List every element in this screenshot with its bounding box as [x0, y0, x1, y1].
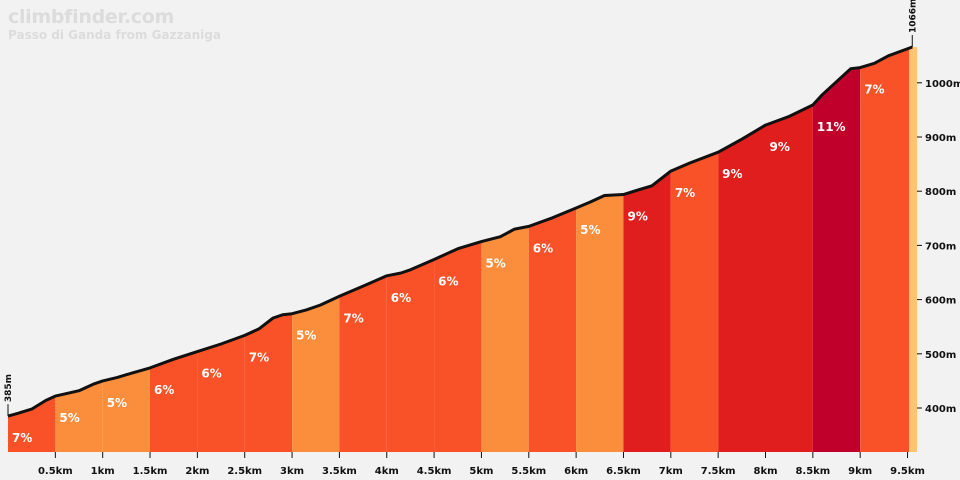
x-tick-label: 5km: [469, 466, 493, 477]
gradient-label-16: 9%: [722, 167, 742, 181]
gradient-label-3: 5%: [107, 396, 127, 410]
gradient-label-18: 11%: [817, 120, 846, 134]
chart-header: climbfinder.com Passo di Ganda from Gazz…: [8, 6, 221, 42]
start-elevation-label: 385m: [4, 374, 14, 402]
gradient-segment-18: [812, 67, 861, 452]
gradient-segment-7: [292, 296, 340, 452]
x-tick-label: 2km: [185, 466, 209, 477]
gradient-segment-8: [339, 275, 387, 452]
x-tick-label: 1km: [91, 466, 115, 477]
chart-subtitle: Passo di Ganda from Gazzaniga: [8, 28, 221, 42]
x-tick-label: 2.5km: [227, 466, 262, 477]
gradient-label-13: 5%: [580, 223, 600, 237]
y-tick-label: 500m: [925, 350, 956, 361]
x-tick-label: 4.5km: [417, 466, 452, 477]
gradient-segment-6: [244, 313, 293, 452]
gradient-label-19: 7%: [864, 83, 884, 97]
gradient-label-17: 9%: [770, 140, 790, 154]
gradient-segment-5: [197, 335, 245, 452]
y-tick-label: 1000m: [925, 79, 960, 90]
gradient-label-7: 5%: [296, 329, 316, 343]
gradient-segment-19: [860, 47, 913, 452]
gradient-label-1: 7%: [12, 431, 32, 445]
x-tick-label: 0.5km: [38, 466, 73, 477]
gradient-segment-9: [386, 259, 435, 452]
gradient-labels: 7% 5% 5% 6% 6% 7% 5% 7% 6% 6% 5% 6% 5% 9% 7% 9% 9% 11% 7%: [12, 83, 885, 446]
x-tick-label: 3km: [280, 466, 304, 477]
x-tick-label: 4km: [375, 466, 399, 477]
elevation-axis-bar: [909, 47, 917, 452]
x-tick-label: 7.5km: [701, 466, 736, 477]
gradient-segment-1: [8, 396, 56, 452]
gradient-segment-4: [150, 351, 198, 452]
gradient-segments: [8, 47, 913, 452]
gradient-label-9: 6%: [391, 291, 411, 305]
x-tick-label: 7km: [659, 466, 683, 477]
gradient-label-4: 6%: [154, 383, 174, 397]
x-tick-label: 5.5km: [511, 466, 546, 477]
elevation-end-labels: 385m 1066m: [4, 0, 918, 417]
y-tick-label: 900m: [925, 133, 956, 144]
x-tick-label: 9km: [848, 466, 872, 477]
x-axis-ticks: 0.5km 1km 1.5km 2km 2.5km 3km 3.5km 4km 4.5km 5km…: [38, 452, 925, 477]
y-tick-label: 600m: [925, 296, 956, 307]
gradient-label-14: 9%: [627, 209, 647, 223]
y-tick-label: 800m: [925, 187, 956, 198]
x-tick-label: 6.5km: [606, 466, 641, 477]
gradient-segment-2: [55, 380, 103, 452]
x-tick-label: 8km: [753, 466, 777, 477]
end-elevation-label: 1066m: [908, 0, 918, 33]
profile-outline: [7, 45, 913, 418]
y-tick-label: 400m: [925, 404, 956, 415]
gradient-label-8: 7%: [343, 311, 363, 325]
gradient-label-15: 7%: [675, 186, 695, 200]
gradient-label-12: 6%: [533, 241, 553, 255]
x-tick-label: 3.5km: [322, 466, 357, 477]
gradient-segment-17: [765, 105, 813, 452]
y-axis-ticks: 400m 500m 600m 700m 800m 900m 1000m: [917, 79, 960, 415]
x-tick-label: 8.5km: [795, 466, 830, 477]
gradient-segment-16: [718, 125, 766, 452]
x-tick-label: 6km: [564, 466, 588, 477]
gradient-segment-13: [576, 194, 624, 452]
profile-line: [7, 45, 913, 418]
x-tick-label: 9.5km: [890, 466, 925, 477]
gradient-segment-3: [102, 367, 150, 452]
gradient-segment-10: [434, 241, 482, 452]
gradient-label-5: 6%: [201, 367, 221, 381]
elevation-scale-bar: [909, 47, 917, 452]
gradient-segment-14: [623, 171, 671, 452]
gradient-segment-15: [670, 152, 719, 452]
gradient-label-2: 5%: [59, 411, 79, 425]
brand-logo-text: climbfinder.com: [8, 6, 174, 28]
gradient-label-6: 7%: [249, 350, 269, 364]
y-tick-label: 700m: [925, 241, 956, 252]
gradient-segment-11: [481, 226, 529, 452]
x-tick-label: 1.5km: [133, 466, 168, 477]
gradient-label-10: 6%: [438, 274, 458, 288]
gradient-label-11: 5%: [485, 257, 505, 271]
gradient-segment-12: [528, 208, 577, 452]
